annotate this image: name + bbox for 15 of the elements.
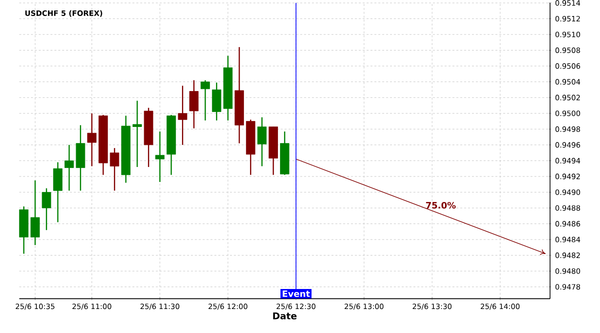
candlestick	[110, 147, 120, 192]
candlestick	[155, 130, 165, 183]
candlestick	[178, 85, 188, 146]
x-axis-title: Date	[273, 312, 297, 320]
candlestick	[189, 80, 199, 129]
candlestick	[30, 180, 40, 246]
candlestick	[87, 112, 96, 167]
candlestick	[132, 100, 142, 168]
ref-line-label: Event	[282, 290, 310, 298]
candlestick	[42, 188, 52, 231]
candlestick	[64, 144, 74, 192]
candlestick	[53, 162, 62, 223]
candlestick	[257, 116, 267, 167]
candlestick	[200, 80, 210, 122]
annotation: 75.0%	[426, 202, 456, 209]
